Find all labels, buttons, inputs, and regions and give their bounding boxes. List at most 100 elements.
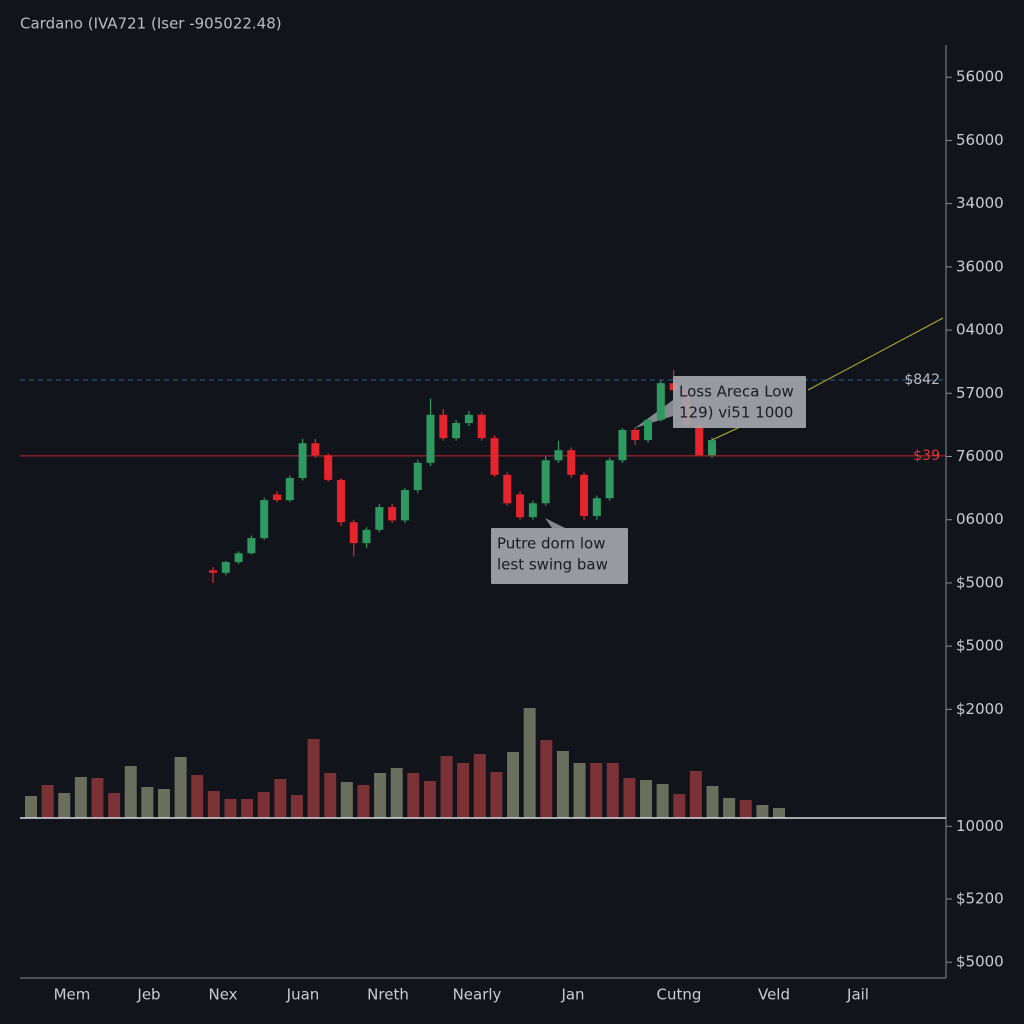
annotation-text: Putre dorn low xyxy=(497,535,606,553)
candle-body xyxy=(605,460,614,499)
annotation-text: lest swing baw xyxy=(497,556,608,574)
volume-bar xyxy=(224,799,237,818)
volume-bar xyxy=(656,784,669,818)
candle-body xyxy=(644,419,653,441)
volume-bar xyxy=(191,775,204,818)
candle-body xyxy=(567,450,576,475)
chart-title: Cardano (IVA721 (Iser -905022.48) xyxy=(20,15,282,33)
volume-bar xyxy=(307,739,320,818)
volume-bar xyxy=(290,795,303,818)
candle-body xyxy=(260,500,269,539)
volume-bar xyxy=(689,771,702,818)
candle-body xyxy=(336,479,345,523)
candle-body xyxy=(631,429,640,441)
volume-bar xyxy=(706,786,719,818)
x-tick-label: Nex xyxy=(208,986,237,1004)
y-tick-label: 57000 xyxy=(956,384,1004,402)
candle-body xyxy=(234,553,243,563)
candle-body xyxy=(452,423,461,439)
candle-body xyxy=(388,507,397,521)
volume-bar xyxy=(723,798,736,818)
candle-body xyxy=(490,438,499,475)
candle-body xyxy=(375,507,384,530)
candle-body xyxy=(272,494,281,501)
candle-body xyxy=(400,490,409,521)
volume-bar xyxy=(274,779,287,818)
volume-bar xyxy=(507,752,520,818)
candle-body xyxy=(464,414,473,424)
volume-bar xyxy=(174,757,187,818)
callout-pointer xyxy=(545,518,565,528)
volume-bar xyxy=(357,785,370,818)
candle-body xyxy=(324,455,333,480)
candle-body xyxy=(477,414,486,439)
y-tick-label: 56000 xyxy=(956,68,1004,86)
volume-bar xyxy=(124,766,137,818)
volume-bar xyxy=(540,740,553,818)
x-tick-label: Cutng xyxy=(657,986,702,1004)
x-tick-label: Veld xyxy=(758,986,790,1004)
candle-body xyxy=(426,414,435,463)
volume-bar xyxy=(640,780,653,818)
y-tick-label: $5000 xyxy=(956,637,1004,655)
price-level-label: $39 xyxy=(913,448,940,464)
volume-bar xyxy=(241,799,254,818)
volume-bar xyxy=(25,796,37,818)
pointer-line xyxy=(711,426,741,441)
volume-bar xyxy=(390,768,403,818)
candle-body xyxy=(298,443,307,478)
candle-body xyxy=(528,503,537,518)
volume-bar xyxy=(41,785,54,818)
x-tick-label: Jail xyxy=(846,986,869,1004)
x-tick-label: Jeb xyxy=(136,986,160,1004)
x-tick-label: Juan xyxy=(286,986,320,1004)
candle-body xyxy=(656,383,665,420)
x-tick-label: Jan xyxy=(560,986,584,1004)
y-tick-label: 34000 xyxy=(956,194,1004,212)
annotation-text: Loss Areca Low xyxy=(679,383,794,401)
candle-body xyxy=(695,424,704,456)
volume-bar xyxy=(606,763,619,818)
annotation-box xyxy=(491,528,628,584)
candle-body xyxy=(708,440,716,456)
candle-body xyxy=(221,562,230,573)
volume-bar xyxy=(108,793,121,818)
volume-bar xyxy=(74,777,87,818)
y-tick-label: $2000 xyxy=(956,700,1004,718)
y-tick-label: $5000 xyxy=(956,953,1004,971)
y-tick-label: 56000 xyxy=(956,131,1004,149)
volume-bar xyxy=(590,763,603,818)
volume-bar xyxy=(407,773,420,818)
candle-body xyxy=(247,538,256,554)
x-tick-label: Mem xyxy=(54,986,91,1004)
candle-body xyxy=(554,450,563,461)
candle-body xyxy=(209,570,217,573)
annotation-text: 129) vi51 1000 xyxy=(679,404,793,422)
x-tick-label: Nearly xyxy=(453,986,502,1004)
y-tick-label: 76000 xyxy=(956,447,1004,465)
volume-bar xyxy=(756,805,769,818)
candle-body xyxy=(311,443,320,456)
volume-bar xyxy=(324,773,337,818)
volume-bar xyxy=(623,778,636,818)
volume-bar xyxy=(340,782,353,818)
volume-bar xyxy=(556,751,569,818)
candle-body xyxy=(285,477,294,501)
candle-body xyxy=(516,494,525,518)
volume-bar xyxy=(673,794,686,818)
volume-bar xyxy=(739,800,752,818)
candle-body xyxy=(439,414,448,439)
candle-body xyxy=(413,462,422,491)
candle-body xyxy=(362,529,371,544)
volume-bar xyxy=(91,778,104,818)
volume-bar xyxy=(523,708,536,818)
y-tick-label: 06000 xyxy=(956,510,1004,528)
volume-bar xyxy=(141,787,154,818)
trend-line xyxy=(807,317,944,391)
volume-bar xyxy=(58,793,71,818)
y-tick-label: $5200 xyxy=(956,889,1004,907)
candle-body xyxy=(592,498,601,516)
